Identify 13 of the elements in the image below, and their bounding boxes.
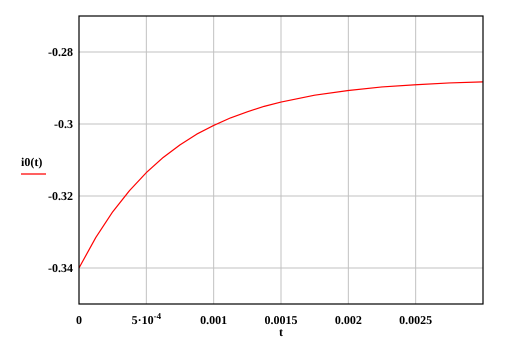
y-tick-label: -0.3 (54, 117, 73, 131)
x-tick-label: 0.001 (200, 313, 228, 327)
x-tick-label: 0.0015 (264, 313, 298, 327)
line-series (78, 81, 484, 269)
x-tick-label: 0 (76, 313, 82, 327)
y-tick-label: -0.32 (48, 189, 73, 203)
y-tick-label: -0.28 (48, 45, 73, 59)
x-tick-label: 0.0025 (399, 313, 432, 327)
x-axis-title: t (279, 325, 283, 339)
x-tick-label: 0.002 (334, 313, 362, 327)
x-tick-label: 5·10$^{-4}$ (132, 311, 162, 327)
y-axis-title: i0(t) (21, 155, 42, 169)
y-tick-label: -0.34 (48, 261, 73, 275)
